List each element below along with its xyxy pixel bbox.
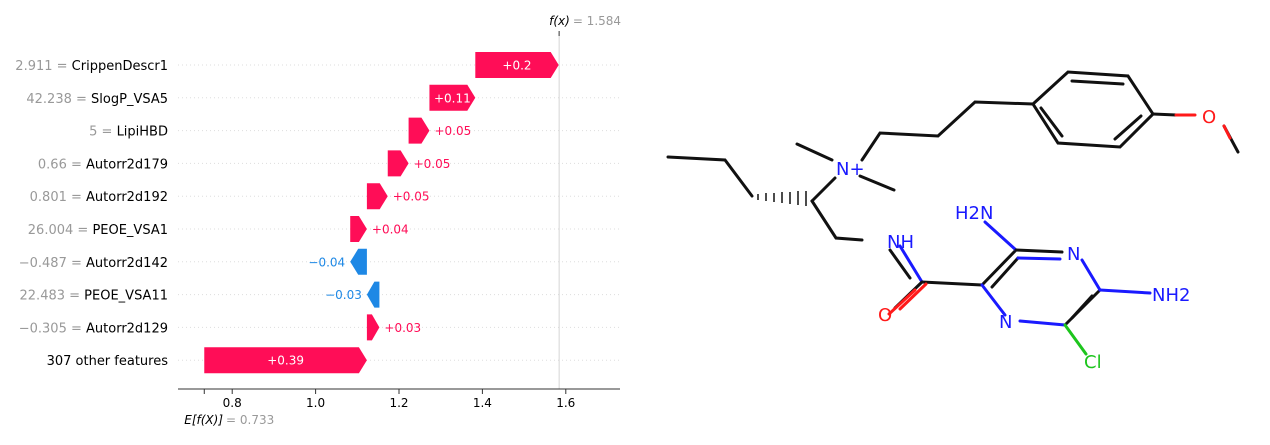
- feature-value: 22.483 =: [20, 288, 85, 303]
- atom-ether-o: O: [1202, 107, 1216, 128]
- molecule-svg: N+ H2N N N NH NH2 O Cl O: [666, 70, 1240, 373]
- waterfall-svg: +0.2 2.911 = CrippenDescr1 +0.11 42.238 = S…: [15, 14, 621, 427]
- atom-cl: Cl: [1084, 352, 1102, 373]
- bond-ring-c1: [980, 248, 1018, 287]
- feature-name: CrippenDescr1: [72, 59, 168, 74]
- bar-value-label: +0.04: [372, 223, 409, 237]
- bond-ch2-nh: [810, 199, 864, 242]
- atom-h2n: H2N: [955, 203, 993, 224]
- waterfall-bar-9: [366, 314, 380, 341]
- waterfall-bar-10: [204, 347, 367, 374]
- feature-label: 0.66 = Autorr2d179: [38, 157, 168, 172]
- atom-ring-n1: N: [1067, 244, 1080, 265]
- bond-aryl-o: [1151, 112, 1178, 117]
- feature-value: 5 =: [89, 124, 116, 139]
- feature-value: 2.911 =: [15, 59, 71, 74]
- feature-label: 5 = LipiHBD: [89, 124, 168, 139]
- molecule-structure: N+ H2N N N NH NH2 O Cl O: [640, 0, 1270, 441]
- feature-value: 0.66 =: [38, 157, 86, 172]
- shap-waterfall-chart: +0.2 2.911 = CrippenDescr1 +0.11 42.238 = S…: [0, 0, 640, 441]
- bar-value-label: −0.03: [325, 288, 362, 302]
- x-tick-label: 1.2: [389, 396, 408, 410]
- feature-name: Autorr2d142: [86, 255, 168, 270]
- bar-value-label: +0.39: [267, 354, 304, 368]
- x-tick-label: 0.8: [223, 396, 242, 410]
- feature-value: 26.004 =: [28, 223, 93, 238]
- feature-label: 22.483 = PEOE_VSA11: [20, 288, 168, 303]
- atom-amide-nh: NH: [887, 232, 914, 253]
- feature-name: Autorr2d179: [86, 157, 168, 172]
- bar-value-label: +0.05: [393, 190, 430, 204]
- stereo-wedge: [757, 191, 807, 206]
- waterfall-bar-7: [350, 248, 367, 275]
- feature-name: PEOE_VSA1: [92, 223, 168, 238]
- waterfall-bar-3: [408, 117, 430, 144]
- waterfall-bar-2: [429, 84, 476, 111]
- feature-name: SlogP_VSA5: [91, 91, 168, 106]
- bonds-colored: [887, 113, 1232, 356]
- feature-label: 0.801 = Autorr2d192: [30, 190, 168, 205]
- feature-label: −0.305 = Autorr2d129: [19, 321, 168, 336]
- feature-value: −0.305 =: [19, 321, 86, 336]
- fx-label-prefix: f(x): [549, 14, 570, 28]
- feature-label: 42.238 = SlogP_VSA5: [26, 91, 168, 106]
- bond-ring-double-2: [990, 256, 1020, 289]
- waterfall-bar-6: [350, 216, 367, 242]
- waterfall-bar-1: [475, 52, 559, 78]
- feature-label: 2.911 = CrippenDescr1: [15, 59, 168, 74]
- atom-labels: N+ H2N N N NH NH2 O Cl O: [836, 107, 1216, 373]
- bond-ring-double: [1070, 294, 1094, 320]
- bar-value-label: +0.05: [414, 157, 451, 171]
- feature-label: −0.487 = Autorr2d142: [19, 255, 168, 270]
- feature-name: LipiHBD: [117, 124, 168, 139]
- atom-amide-o: O: [878, 305, 892, 326]
- bond-propyl: [666, 155, 754, 198]
- ex-label-value: = 0.733: [226, 413, 274, 427]
- bond-amide-c: [920, 280, 984, 287]
- bar-value-label: +0.2: [502, 59, 531, 73]
- bar-value-label: −0.04: [308, 255, 345, 269]
- feature-value: 0.801 =: [30, 190, 86, 205]
- feature-name: PEOE_VSA11: [84, 288, 168, 303]
- x-tick-label: 1.6: [556, 396, 575, 410]
- bar-value-label: +0.05: [434, 124, 471, 138]
- waterfall-bar-5: [366, 183, 388, 210]
- feature-label: 26.004 = PEOE_VSA1: [28, 223, 168, 238]
- bar-value-label: +0.11: [434, 91, 471, 105]
- feature-value: 42.238 =: [26, 91, 91, 106]
- bonds-n-plus: [795, 142, 896, 203]
- atom-ring-n2: N: [999, 312, 1012, 333]
- benzene-double-1: [1070, 79, 1125, 86]
- feature-label: 307 other features: [47, 354, 169, 369]
- atom-nh2: NH2: [1152, 285, 1190, 306]
- benzene-double-2: [1113, 114, 1143, 141]
- ex-label-prefix: E[f(X)]: [184, 413, 223, 427]
- ex-label: E[f(X)] = 0.733: [184, 413, 274, 427]
- x-tick-label: 1.4: [473, 396, 492, 410]
- fx-label: f(x) = 1.584: [549, 14, 621, 28]
- feature-value: −0.487 =: [19, 255, 86, 270]
- waterfall-bar-8: [366, 281, 380, 308]
- feature-name: Autorr2d129: [86, 321, 168, 336]
- benzene-double-3: [1039, 106, 1064, 138]
- bond-propyl-linker: [860, 100, 1035, 162]
- x-tick-label: 1.0: [306, 396, 325, 410]
- feature-name: Autorr2d192: [86, 190, 168, 205]
- atom-n-plus: N+: [836, 159, 865, 180]
- waterfall-bar-4: [387, 150, 409, 177]
- fx-label-value: = 1.584: [573, 14, 621, 28]
- feature-name: 307 other features: [47, 354, 169, 369]
- bar-value-label: +0.03: [384, 321, 421, 335]
